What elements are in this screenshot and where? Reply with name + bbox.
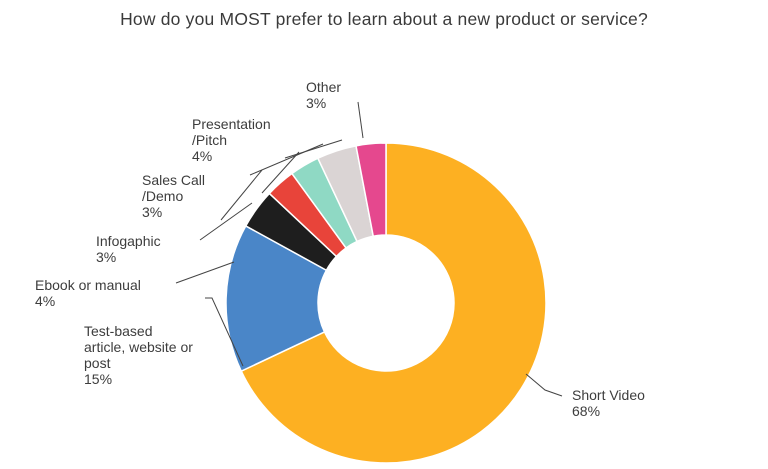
slice-label-infogaphic: Infogaphic 3% [96, 233, 161, 265]
leader-line [261, 151, 300, 194]
leader-line [525, 373, 563, 397]
slice-value-label: 4% [35, 293, 55, 309]
slice-value-label: 15% [84, 371, 112, 387]
slice-labels: Short Video 68% Test-based article, website… [35, 79, 645, 419]
slice-name-label: Short Video [572, 387, 645, 403]
slice-name-label: /Pitch [192, 132, 227, 148]
slice-value-label: 3% [96, 249, 116, 265]
leader-line [199, 202, 253, 241]
slice-label-presentation-pitch: Presentation/Pitch 4% [192, 116, 271, 164]
leader-line [357, 101, 364, 139]
slice-label-test-based-article-website-or-post: Test-based article, website or post 15% [84, 323, 193, 387]
slice-name-label: Ebook or manual [35, 277, 141, 293]
slice-short-video [240, 142, 547, 464]
slice-label-sales-call-demo: Sales Call/Demo 3% [142, 172, 205, 220]
leader-line [175, 261, 235, 284]
slice-name-label: post [84, 355, 111, 371]
slice-test-based-article-website-or-post [225, 224, 328, 373]
slice-name-label: /Demo [142, 188, 183, 204]
slice-value-label: 3% [306, 95, 326, 111]
slice-label-ebook-or-manual: Ebook or manual 4% [35, 277, 141, 309]
chart-title: How do you MOST prefer to learn about a … [120, 9, 648, 29]
slice-name-label: Other [306, 79, 341, 95]
slice-label-short-video: Short Video 68% [572, 387, 645, 419]
leader-line [284, 139, 343, 159]
slice-name-label: Test-based [84, 323, 152, 339]
slice-name-label: Infogaphic [96, 233, 161, 249]
slice-name-label: Presentation [192, 116, 271, 132]
leader-line [220, 169, 263, 221]
slice-value-label: 4% [192, 148, 212, 164]
slice-other [355, 142, 387, 238]
slice-value-label: 68% [572, 403, 600, 419]
slice-name-label: Sales Call [142, 172, 205, 188]
donut-slices [225, 142, 547, 464]
slice-label-other: Other 3% [306, 79, 341, 111]
slice-value-label: 3% [142, 204, 162, 220]
leader-line [205, 297, 244, 367]
slice-name-label: article, website or [84, 339, 193, 355]
leader-lines [175, 101, 563, 397]
leader-line [249, 143, 324, 176]
